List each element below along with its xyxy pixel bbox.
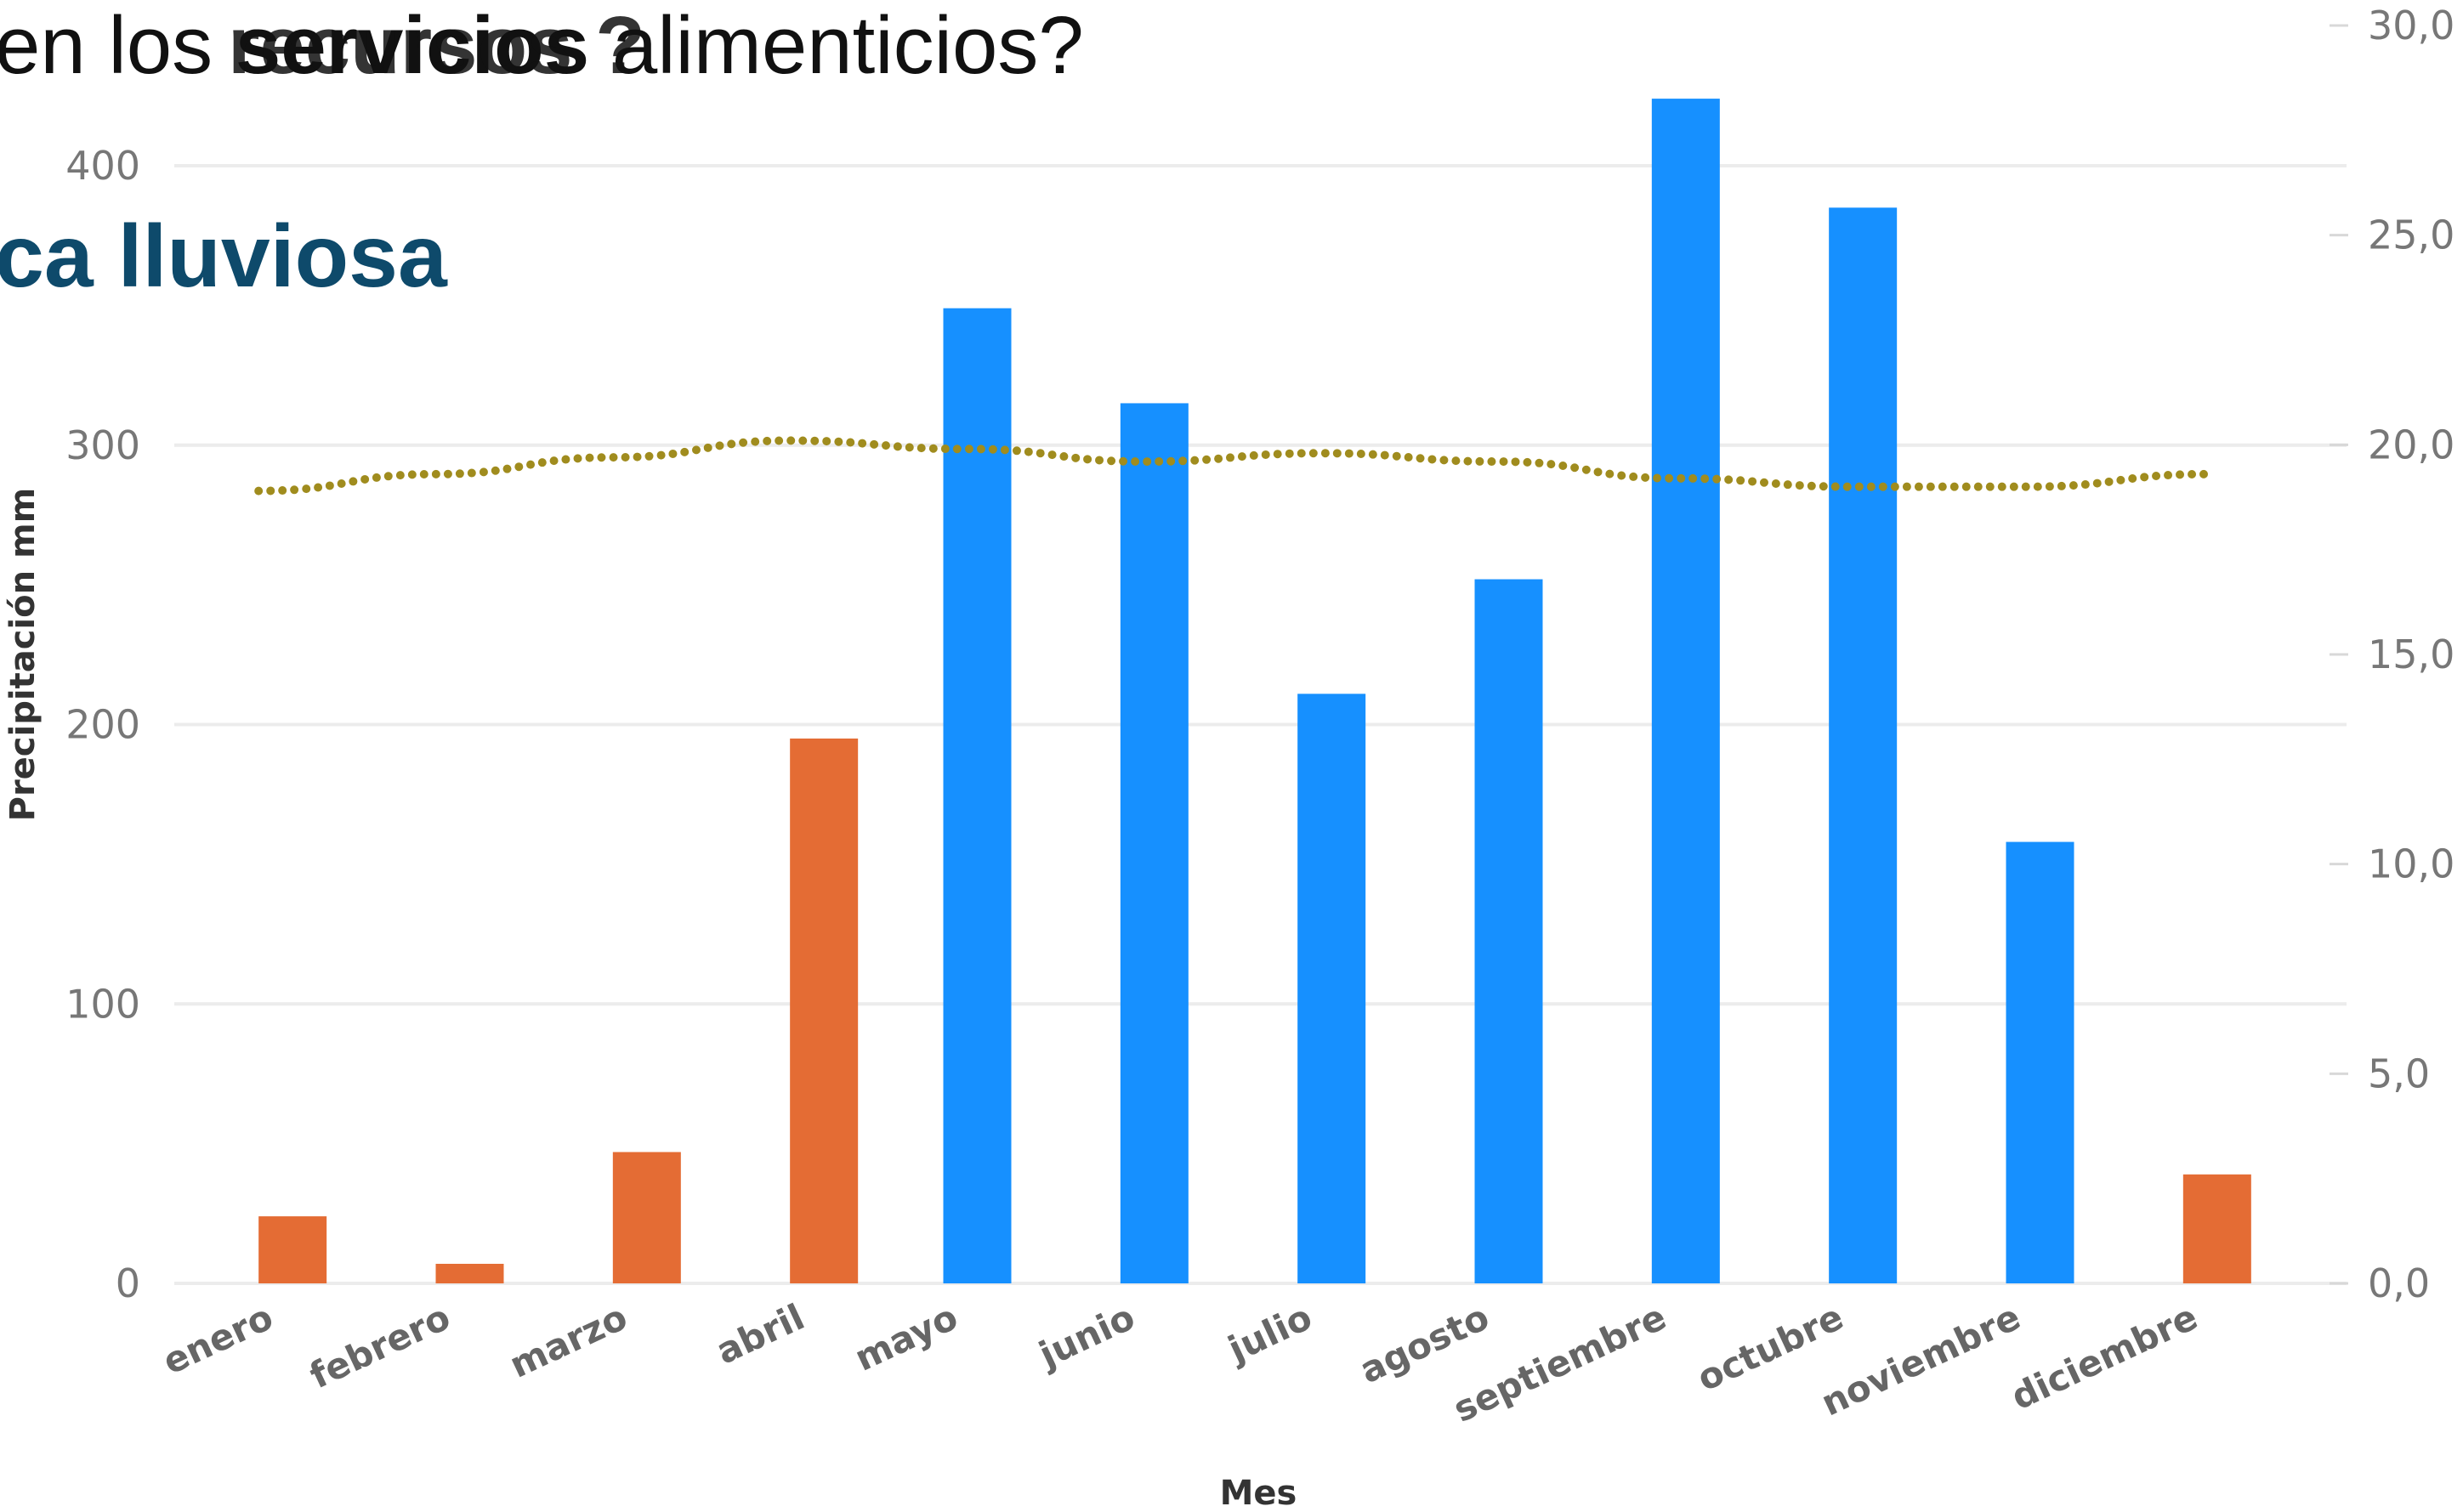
headline-prefix: en los bbox=[0, 0, 236, 91]
bar bbox=[2006, 841, 2074, 1283]
x-tick-label: noviembre bbox=[1815, 1296, 2027, 1424]
headline-question: en los servicios alimenticios? bbox=[0, 5, 1084, 87]
bar bbox=[1297, 694, 1366, 1283]
left-tick-label: 400 bbox=[65, 143, 140, 189]
headline-suffix: alimenticios? bbox=[589, 0, 1084, 91]
left-tick-label: 100 bbox=[65, 981, 140, 1027]
left-axis-ticks: 0 100 200 300 400 bbox=[65, 143, 140, 1306]
bar bbox=[1120, 403, 1189, 1283]
x-tick-label: enero bbox=[156, 1296, 279, 1383]
headline-overlay-word: recursos ? bbox=[228, 0, 645, 91]
bar bbox=[2182, 1174, 2251, 1283]
right-tick-label: 30,0 bbox=[2368, 3, 2454, 48]
right-tick-label: 10,0 bbox=[2368, 841, 2454, 887]
x-axis-title: Mes bbox=[1220, 1474, 1297, 1512]
x-tick-label: marzo bbox=[503, 1296, 633, 1386]
x-tick-label: abril bbox=[710, 1296, 811, 1373]
right-tick-label: 20,0 bbox=[2368, 422, 2454, 467]
right-axis-ticks: 0,0 5,0 10,0 15,0 20,0 25,0 30,0 bbox=[2330, 3, 2454, 1306]
bar-series bbox=[258, 99, 2251, 1284]
right-tick-label: 0,0 bbox=[2368, 1260, 2430, 1306]
bar bbox=[790, 738, 859, 1283]
bar bbox=[1829, 207, 1898, 1283]
x-tick-label: julio bbox=[1220, 1296, 1318, 1371]
bar bbox=[1474, 579, 1543, 1283]
bar bbox=[943, 308, 1012, 1284]
grid-lines bbox=[174, 164, 2347, 1285]
x-tick-label: mayo bbox=[848, 1296, 964, 1379]
x-tick-label: junio bbox=[1031, 1296, 1141, 1377]
temperature-line-series bbox=[254, 436, 2211, 496]
right-tick-label: 25,0 bbox=[2368, 212, 2454, 258]
x-tick-label: febrero bbox=[304, 1296, 457, 1397]
bar bbox=[258, 1216, 327, 1283]
left-tick-label: 200 bbox=[65, 702, 140, 748]
x-tick-label: agosto bbox=[1354, 1296, 1495, 1392]
right-tick-label: 5,0 bbox=[2368, 1050, 2430, 1096]
left-tick-label: 300 bbox=[65, 422, 140, 468]
x-tick-label: diciembre bbox=[2005, 1296, 2204, 1419]
y-axis-title: Precipitación mm bbox=[3, 488, 43, 822]
left-tick-label: 0 bbox=[116, 1260, 140, 1306]
x-axis-ticks: enero febrero marzo abril mayo junio julio agos… bbox=[156, 1296, 2204, 1430]
bar bbox=[435, 1263, 504, 1283]
bar bbox=[1651, 99, 1720, 1284]
bar bbox=[612, 1152, 681, 1283]
headline-bold-word: servicios bbox=[235, 0, 590, 91]
temperature-line bbox=[254, 436, 2211, 496]
right-tick-label: 15,0 bbox=[2368, 631, 2454, 677]
subtitle: ca lluviosa bbox=[0, 207, 447, 306]
